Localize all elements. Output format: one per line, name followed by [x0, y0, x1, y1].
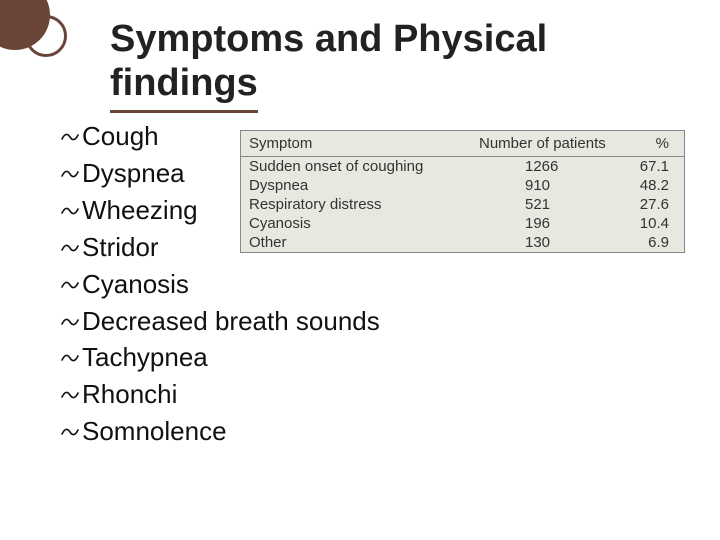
list-item: Rhonchi: [60, 376, 380, 413]
cell-percent: 10.4: [609, 215, 669, 232]
cell-symptom: Sudden onset of coughing: [249, 158, 479, 175]
bullet-icon: [60, 270, 80, 301]
list-item-label: Dyspnea: [82, 155, 185, 192]
title-line-1: Symptoms and Physical: [110, 18, 547, 62]
list-item: Cyanosis: [60, 266, 380, 303]
table-row: Respiratory distress 521 27.6: [241, 195, 684, 214]
list-item-label: Cyanosis: [82, 266, 189, 303]
symptom-data-table: Symptom Number of patients % Sudden onse…: [240, 130, 685, 253]
bullet-icon: [60, 343, 80, 374]
cell-number: 910: [479, 177, 609, 194]
table-row: Sudden onset of coughing 1266 67.1: [241, 157, 684, 176]
table-header: Symptom Number of patients %: [241, 131, 684, 157]
corner-decoration: [0, 0, 80, 80]
cell-percent: 48.2: [609, 177, 669, 194]
table-row: Cyanosis 196 10.4: [241, 214, 684, 233]
list-item: Tachypnea: [60, 339, 380, 376]
table-row: Other 130 6.9: [241, 233, 684, 252]
bullet-icon: [60, 233, 80, 264]
table-row: Dyspnea 910 48.2: [241, 176, 684, 195]
list-item: Decreased breath sounds: [60, 303, 380, 340]
list-item-label: Decreased breath sounds: [82, 303, 380, 340]
cell-symptom: Cyanosis: [249, 215, 479, 232]
title-line-2: findings: [110, 62, 547, 106]
cell-number: 196: [479, 215, 609, 232]
list-item-label: Cough: [82, 118, 159, 155]
corner-circle-outline: [25, 15, 67, 57]
bullet-icon: [60, 307, 80, 338]
cell-symptom: Respiratory distress: [249, 196, 479, 213]
cell-percent: 6.9: [609, 234, 669, 251]
bullet-icon: [60, 417, 80, 448]
list-item-label: Somnolence: [82, 413, 227, 450]
bullet-icon: [60, 196, 80, 227]
list-item-label: Stridor: [82, 229, 159, 266]
cell-percent: 27.6: [609, 196, 669, 213]
cell-percent: 67.1: [609, 158, 669, 175]
bullet-icon: [60, 122, 80, 153]
table-header-symptom: Symptom: [249, 135, 479, 152]
list-item: Somnolence: [60, 413, 380, 450]
slide-title: Symptoms and Physical findings: [110, 18, 547, 105]
cell-number: 130: [479, 234, 609, 251]
title-underline: [110, 110, 258, 113]
cell-symptom: Other: [249, 234, 479, 251]
table-header-percent: %: [609, 135, 669, 152]
bullet-icon: [60, 159, 80, 190]
table-header-number: Number of patients: [479, 135, 609, 152]
list-item-label: Rhonchi: [82, 376, 177, 413]
cell-number: 521: [479, 196, 609, 213]
cell-symptom: Dyspnea: [249, 177, 479, 194]
cell-number: 1266: [479, 158, 609, 175]
list-item-label: Tachypnea: [82, 339, 208, 376]
bullet-icon: [60, 380, 80, 411]
list-item-label: Wheezing: [82, 192, 198, 229]
